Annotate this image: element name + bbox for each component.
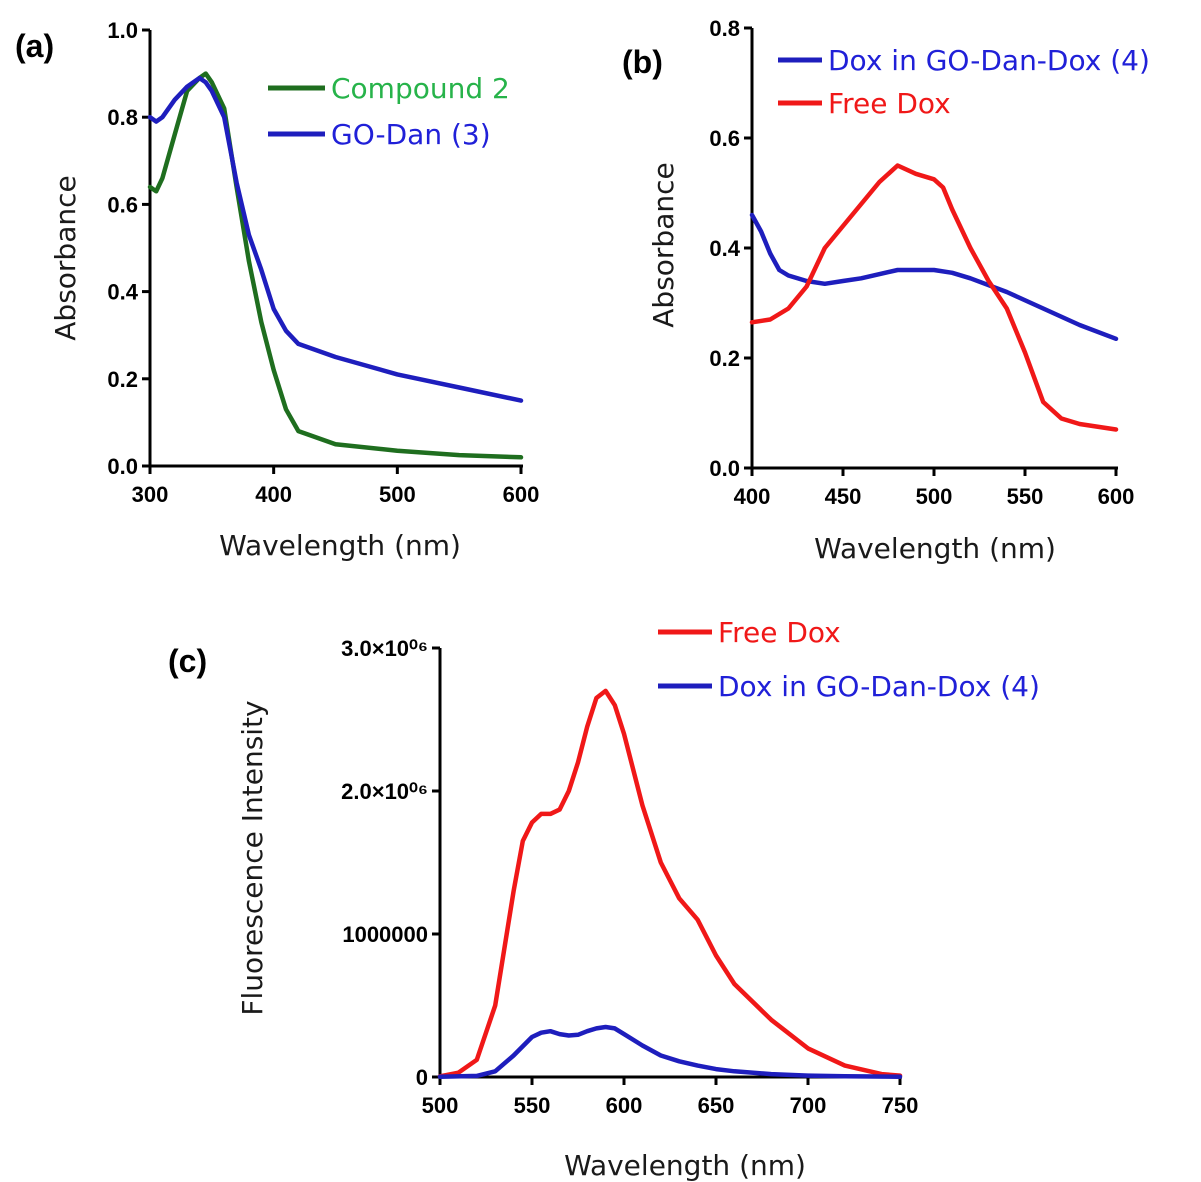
x-tick-label: 550 — [1007, 484, 1044, 509]
y-tick-label: 0.4 — [709, 236, 740, 261]
y-tick-label: 0 — [416, 1065, 428, 1090]
y-tick-label: 0.0 — [107, 454, 138, 479]
x-tick-label: 400 — [255, 482, 292, 507]
y-tick-label: 0.8 — [709, 16, 740, 41]
y-axis-label: Fluorescence Intensity — [236, 700, 269, 1015]
x-axis-label: Wavelength (nm) — [814, 532, 1056, 565]
x-axis-label: Wavelength (nm) — [219, 529, 461, 562]
legend-label: Dox in GO-Dan-Dox (4) — [828, 44, 1150, 77]
series-line-a-0 — [147, 71, 524, 460]
x-axis-label: Wavelength (nm) — [564, 1149, 806, 1182]
y-tick-label: 0.4 — [107, 280, 138, 305]
panel-c: 500 550 600 650 700 750 0 1000000 2.0×10⁰⁶ 3.0×10… — [168, 616, 1040, 1182]
y-axis-label: Absorbance — [49, 175, 82, 340]
panel-label: (c) — [168, 643, 207, 679]
series-line-a-1 — [147, 75, 524, 403]
x-tick-label: 500 — [422, 1093, 459, 1118]
x-tick-label: 550 — [514, 1093, 551, 1118]
y-tick-label: 0.2 — [709, 346, 740, 371]
x-tick-label: 600 — [606, 1093, 643, 1118]
y-tick-label: 0.6 — [107, 192, 138, 217]
y-tick-label: 1.0 — [107, 18, 138, 43]
panel-label: (a) — [15, 28, 54, 64]
panel-a: 300 400 500 600 0.0 0.2 0.4 0.6 0.8 1.0 Absorbance… — [15, 18, 539, 562]
y-tick-label: 2.0×10⁰⁶ — [341, 779, 428, 804]
y-tick-label: 0.2 — [107, 367, 138, 392]
legend-label: Compound 2 — [331, 72, 510, 105]
panel-label: (b) — [622, 44, 663, 80]
legend-label: GO-Dan (3) — [331, 118, 491, 151]
series-line-c-1 — [437, 1024, 903, 1079]
legend-label: Free Dox — [718, 616, 841, 649]
y-tick-label: 1000000 — [342, 922, 428, 947]
y-tick-label: 0.6 — [709, 126, 740, 151]
x-tick-label: 650 — [698, 1093, 735, 1118]
x-tick-label: 500 — [916, 484, 953, 509]
y-axis-label: Absorbance — [647, 162, 680, 327]
x-tick-label: 400 — [734, 484, 771, 509]
y-tick-label: 3.0×10⁰⁶ — [341, 636, 428, 661]
panel-b: 400 450 500 550 600 0.0 0.2 0.4 0.6 0.8 Absorbance… — [622, 16, 1150, 565]
x-tick-label: 500 — [379, 482, 416, 507]
x-tick-label: 450 — [825, 484, 862, 509]
x-tick-label: 750 — [882, 1093, 919, 1118]
x-tick-label: 300 — [132, 482, 169, 507]
y-tick-label: 0.0 — [709, 456, 740, 481]
series-line-b-1 — [749, 163, 1119, 432]
legend-label: Dox in GO-Dan-Dox (4) — [718, 670, 1040, 703]
y-tick-label: 0.8 — [107, 105, 138, 130]
series-line-b-0 — [749, 212, 1119, 342]
x-tick-label: 700 — [790, 1093, 827, 1118]
x-tick-label: 600 — [503, 482, 540, 507]
legend-label: Free Dox — [828, 87, 951, 120]
series-line-c-0 — [437, 688, 903, 1079]
x-tick-label: 600 — [1098, 484, 1135, 509]
